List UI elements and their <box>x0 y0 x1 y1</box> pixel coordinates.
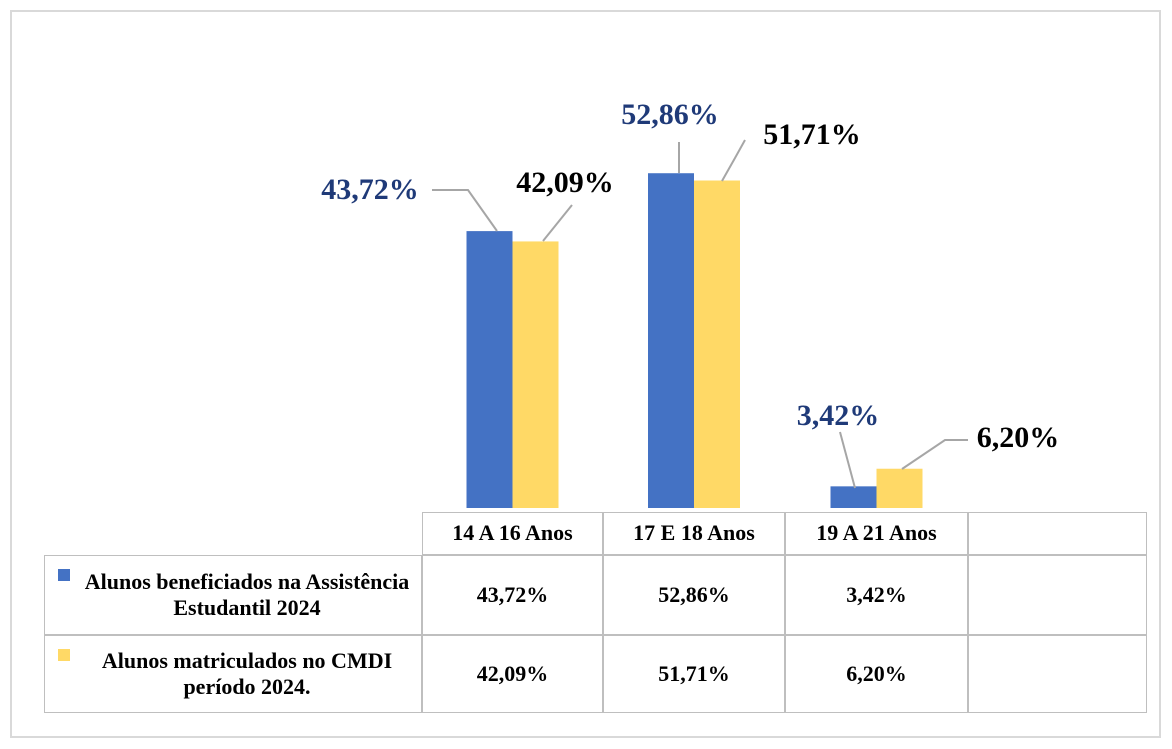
table-header-cell: 17 E 18 Anos <box>603 512 785 555</box>
table-value-cell: 6,20% <box>785 635 968 713</box>
bar <box>512 241 559 508</box>
data-label: 42,09% <box>516 166 614 199</box>
table-header-cell: 19 A 21 Anos <box>785 512 968 555</box>
series-name-cell: Alunos beneficiados na Assistência Estud… <box>44 555 422 635</box>
table-value-cell: 52,86% <box>603 555 785 635</box>
data-label: 6,20% <box>977 421 1060 454</box>
data-label: 43,72% <box>321 173 419 206</box>
leader-line <box>901 439 968 470</box>
bar <box>648 173 694 508</box>
leader-line <box>721 139 746 182</box>
table-value-cell: 42,09% <box>422 635 603 713</box>
data-label: 3,42% <box>797 399 880 432</box>
leader-line <box>839 431 856 489</box>
table-empty-cell <box>968 555 1147 635</box>
table-header-cell: 14 A 16 Anos <box>422 512 603 555</box>
legend-key <box>58 569 70 581</box>
bar <box>694 180 740 508</box>
leader-line <box>432 189 498 232</box>
bar <box>466 231 513 508</box>
table-empty-cell <box>968 635 1147 713</box>
legend-key <box>58 649 70 661</box>
table-empty-cell <box>968 512 1147 555</box>
bar <box>876 468 923 508</box>
leader-line <box>542 204 573 242</box>
bar <box>830 486 877 508</box>
series-name-cell: Alunos matriculados no CMDI período 2024… <box>44 635 422 713</box>
data-label: 52,86% <box>621 98 719 131</box>
data-label: 51,71% <box>763 118 861 151</box>
table-value-cell: 3,42% <box>785 555 968 635</box>
table-value-cell: 43,72% <box>422 555 603 635</box>
table-value-cell: 51,71% <box>603 635 785 713</box>
chart-frame <box>10 10 1161 738</box>
